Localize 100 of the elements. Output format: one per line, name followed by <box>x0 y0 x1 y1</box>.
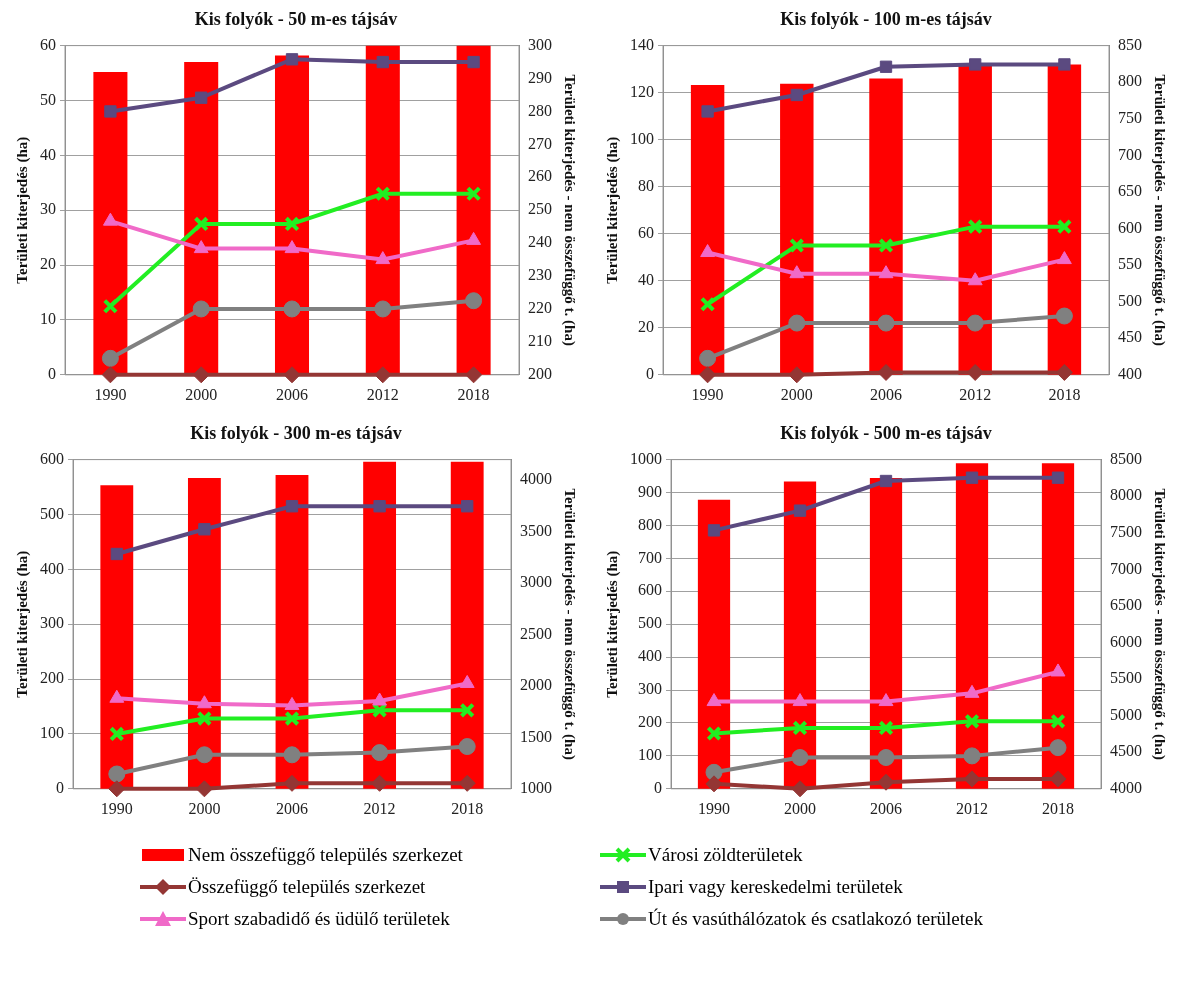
y-tick-label: 0 <box>48 365 56 382</box>
y2-tick-label: 7000 <box>1110 559 1142 577</box>
y2-tick-label: 2000 <box>520 676 552 694</box>
y-tick-label: 300 <box>638 680 662 698</box>
point <box>108 765 126 783</box>
point <box>195 91 208 104</box>
point <box>374 300 392 318</box>
point <box>196 695 212 709</box>
y-tick-label: 500 <box>40 504 64 522</box>
legend-label: Összefüggő település szerkezet <box>188 876 426 898</box>
point <box>193 216 209 232</box>
point <box>461 500 474 513</box>
y2-tick-label: 7500 <box>1110 522 1142 540</box>
point <box>104 105 117 118</box>
point <box>376 55 389 69</box>
x-tick-label: 2006 <box>276 385 308 403</box>
point <box>192 366 210 384</box>
point <box>790 88 803 102</box>
point <box>699 366 717 384</box>
y2-tick-label: 5000 <box>1110 705 1142 723</box>
y-tick-label: 200 <box>40 669 64 687</box>
y2-tick-label: 800 <box>1118 72 1142 90</box>
y-tick-label: 60 <box>40 35 56 53</box>
point <box>1049 770 1067 788</box>
y-tick-label: 800 <box>638 515 662 533</box>
y2-tick-label: 3500 <box>520 521 552 539</box>
y2-tick-label: 6000 <box>1110 632 1142 650</box>
chart-title: Kis folyók - 50 m-es tájsáv <box>194 9 398 30</box>
y-tick-label: 50 <box>40 90 56 108</box>
point <box>879 60 893 73</box>
point <box>793 504 807 517</box>
y2-tick-label: 550 <box>1118 255 1142 273</box>
point <box>879 474 893 488</box>
y2-tick-label: 220 <box>528 299 552 317</box>
point <box>458 738 476 756</box>
point <box>101 349 119 367</box>
point <box>285 53 299 66</box>
point <box>458 774 476 792</box>
x-tick-label: 2000 <box>784 799 816 817</box>
point <box>963 770 981 788</box>
point <box>195 746 213 764</box>
y2-tick-label: 4000 <box>520 470 552 488</box>
point <box>966 314 984 332</box>
y-tick-label: 30 <box>40 200 56 218</box>
point <box>701 105 714 118</box>
y2-tick-label: 240 <box>528 233 552 251</box>
y2-tick-label: 8500 <box>1110 449 1142 467</box>
point <box>465 186 482 202</box>
x-tick-label: 2018 <box>1042 799 1074 817</box>
point <box>788 314 806 332</box>
y2-tick-label: 2500 <box>520 624 552 642</box>
point <box>193 240 209 254</box>
y2-tick-label: 270 <box>528 134 552 152</box>
point <box>373 500 386 513</box>
point <box>964 713 980 729</box>
point <box>789 237 805 254</box>
y2-tick-label: 5500 <box>1110 669 1142 687</box>
point <box>1049 739 1067 757</box>
point <box>1050 713 1066 729</box>
point <box>877 363 895 381</box>
y2-axis-title: Területi kiterjedés - nem összefüggő t. (ha) <box>561 488 579 760</box>
y-tick-label: 400 <box>40 559 64 577</box>
x-tick-label: 1990 <box>698 799 730 817</box>
point <box>963 747 981 765</box>
y-tick-label: 100 <box>40 724 64 742</box>
y2-tick-label: 4500 <box>1110 742 1142 760</box>
point <box>283 746 301 764</box>
y-tick-label: 900 <box>638 482 662 500</box>
legend-label: Sport szabadidő és üdülő területek <box>188 908 450 930</box>
y-tick-label: 0 <box>654 779 662 796</box>
y2-tick-label: 290 <box>528 68 552 86</box>
point <box>789 265 805 279</box>
x-tick-label: 1990 <box>691 385 724 403</box>
x-tick-label: 2000 <box>188 799 221 817</box>
y-tick-label: 0 <box>646 365 654 382</box>
point <box>110 547 123 561</box>
x-tick-label: 2006 <box>870 385 902 403</box>
y-tick-label: 40 <box>638 270 654 288</box>
y2-tick-label: 3000 <box>520 573 552 591</box>
point <box>371 774 389 792</box>
point <box>792 693 808 707</box>
point <box>878 693 894 707</box>
point <box>192 300 210 318</box>
y2-tick-label: 1500 <box>520 727 552 745</box>
point <box>878 265 894 279</box>
point <box>877 314 895 332</box>
y2-axis-title: Területi kiterjedés - nem összefüggő t. (ha) <box>1151 74 1169 346</box>
legend-label: Út és vasúthálózatok és csatlakozó területek <box>648 908 984 930</box>
point <box>374 366 392 384</box>
y-tick-label: 300 <box>40 614 64 632</box>
y2-axis-title: Területi kiterjedés - nem összefüggő t. (ha) <box>1151 488 1169 760</box>
y-tick-label: 140 <box>630 35 654 53</box>
chart-title: Kis folyók - 300 m-es tájsáv <box>190 423 402 444</box>
point <box>700 244 716 258</box>
x-tick-label: 2012 <box>366 385 399 403</box>
point <box>967 272 983 286</box>
y2-tick-label: 400 <box>1118 365 1142 382</box>
point <box>1051 471 1065 484</box>
y-tick-label: 20 <box>638 317 654 335</box>
point <box>1056 219 1073 235</box>
